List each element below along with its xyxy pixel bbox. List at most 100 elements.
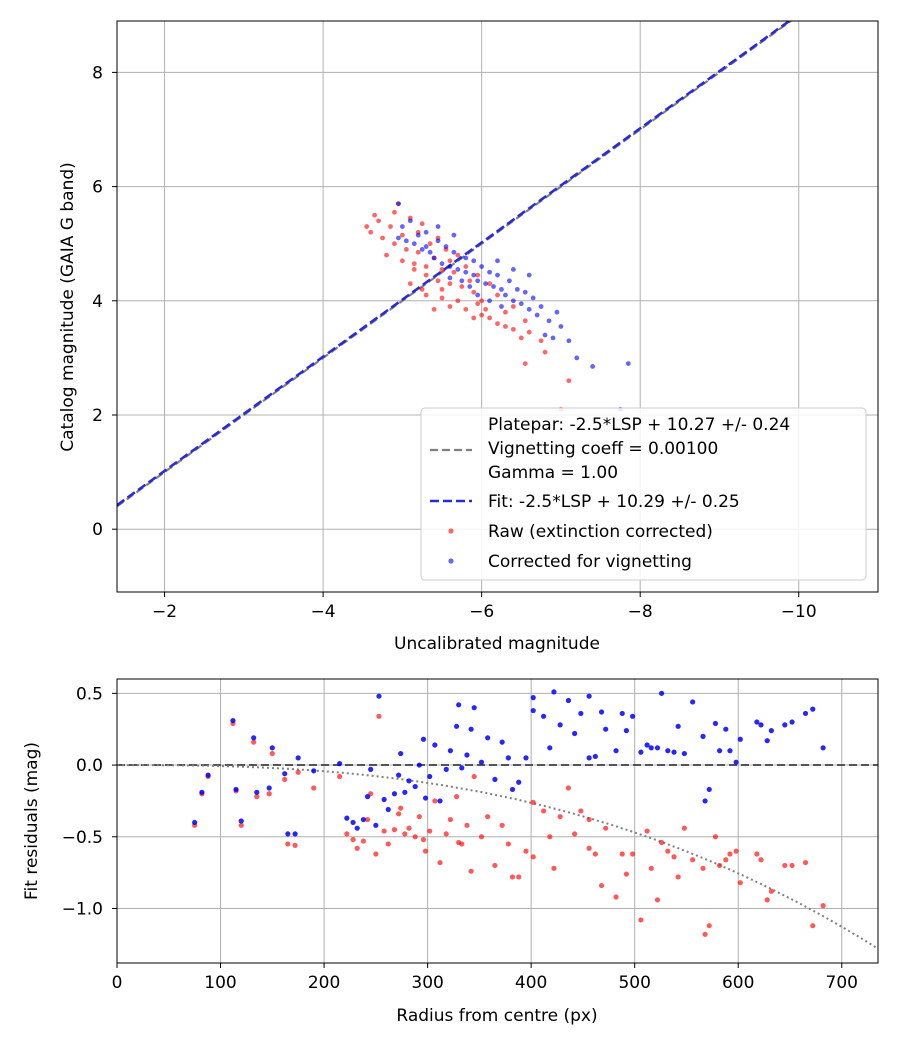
raw-residual-point xyxy=(505,841,511,847)
corrected-residual-point xyxy=(459,765,465,771)
raw-point xyxy=(526,329,532,335)
corrected-residual-point xyxy=(706,786,712,793)
corrected-point xyxy=(510,266,516,272)
corrected-point xyxy=(534,312,540,318)
raw-residual-point xyxy=(540,808,547,814)
corrected-point xyxy=(407,218,413,224)
corrected-point xyxy=(558,324,564,329)
raw-residual-point xyxy=(373,851,379,857)
raw-residual-point xyxy=(586,816,592,823)
corrected-residual-point xyxy=(432,742,438,748)
corrected-point xyxy=(451,249,457,255)
raw-point xyxy=(415,249,421,255)
raw-point xyxy=(455,252,461,258)
corrected-point xyxy=(542,332,548,338)
corrected-residual-point xyxy=(368,766,374,772)
top-x-tick-label: −10 xyxy=(781,602,817,622)
corrected-point xyxy=(463,269,469,275)
corrected-residual-point xyxy=(764,738,770,744)
corrected-residual-point xyxy=(478,759,485,765)
raw-residual-point xyxy=(478,834,485,840)
corrected-point xyxy=(510,298,516,304)
legend-corrected-swatch xyxy=(448,558,454,564)
bottom-x-tick-label: 700 xyxy=(826,973,858,993)
corrected-residual-point xyxy=(447,748,453,754)
corrected-point xyxy=(435,238,441,244)
raw-residual-point xyxy=(468,868,474,874)
raw-point xyxy=(503,324,508,329)
raw-residual-point xyxy=(454,794,460,800)
corrected-residual-point xyxy=(233,786,239,793)
corrected-residual-point xyxy=(396,772,402,778)
raw-residual-point xyxy=(354,845,360,851)
corrected-residual-point xyxy=(665,748,671,754)
top-y-tick-label: 8 xyxy=(92,63,103,83)
corrected-residual-point xyxy=(376,693,382,699)
legend-raw: Raw (extinction corrected) xyxy=(488,522,713,542)
corrected-point xyxy=(526,306,532,312)
corrected-residual-point xyxy=(254,789,260,795)
corrected-residual-point xyxy=(282,771,288,777)
corrected-residual-point xyxy=(454,723,460,729)
raw-point xyxy=(566,378,572,384)
corrected-residual-point xyxy=(654,745,661,751)
raw-residual-point xyxy=(702,931,708,937)
corrected-residual-point xyxy=(492,776,498,783)
raw-residual-point xyxy=(398,805,404,811)
raw-residual-point xyxy=(638,917,644,923)
corrected-point xyxy=(487,269,492,275)
raw-residual-point xyxy=(810,923,816,929)
raw-residual-point xyxy=(603,825,609,831)
legend-platepar-line1: Platepar: -2.5*LSP + 10.27 +/- 0.24 xyxy=(488,415,790,435)
bottom-lines xyxy=(117,764,878,950)
corrected-residual-point xyxy=(337,761,343,767)
corrected-point xyxy=(522,289,528,295)
raw-point xyxy=(495,292,500,298)
corrected-residual-point xyxy=(572,730,578,737)
corrected-residual-point xyxy=(737,736,743,742)
raw-residual-point xyxy=(406,825,412,831)
raw-residual-point xyxy=(269,750,275,757)
corrected-point xyxy=(514,286,520,292)
top-x-axis-label: Uncalibrated magnitude xyxy=(394,634,600,654)
raw-residual-point xyxy=(396,811,402,817)
raw-point xyxy=(427,241,433,247)
corrected-point xyxy=(459,278,465,284)
raw-residual-point xyxy=(758,857,764,863)
corrected-residual-point xyxy=(464,752,470,758)
residuals-plot: 0 100 200 300 400 500 600 700 0.5 0.0 −0.5 −1.0 Rad… xyxy=(22,678,879,1026)
raw-point xyxy=(407,281,413,287)
raw-point xyxy=(399,232,405,238)
corrected-residual-point xyxy=(205,772,211,778)
corrected-residual-point xyxy=(630,713,636,719)
raw-residual-point xyxy=(671,854,677,860)
raw-residual-point xyxy=(727,851,733,857)
corrected-residual-point xyxy=(468,726,474,732)
legend-fit: Fit: -2.5*LSP + 10.29 +/- 0.25 xyxy=(488,492,740,512)
raw-point xyxy=(392,241,397,247)
bottom-y-axis-label: Fit residuals (mag) xyxy=(22,742,42,900)
top-y-axis-label: Catalog magnitude (GAIA G band) xyxy=(58,162,78,452)
fit-line xyxy=(117,21,792,507)
raw-point xyxy=(431,306,437,312)
corrected-residual-point xyxy=(192,819,198,826)
raw-residual-point xyxy=(499,822,505,828)
corrected-point xyxy=(495,258,500,264)
corrected-point xyxy=(518,301,524,307)
raw-residual-point xyxy=(251,739,257,745)
corrected-point xyxy=(471,272,477,278)
raw-point xyxy=(368,229,374,235)
bottom-ticks: 0 100 200 300 400 500 600 700 0.5 0.0 −0.5 −1.0 xyxy=(62,684,858,993)
corrected-residual-point xyxy=(802,710,809,717)
raw-residual-point xyxy=(644,828,650,834)
raw-point xyxy=(463,264,469,269)
raw-residual-point xyxy=(391,827,398,833)
top-x-tick-label: −6 xyxy=(469,602,494,622)
corrected-point xyxy=(538,304,544,309)
raw-residual-point xyxy=(551,865,557,871)
raw-residual-point xyxy=(648,865,654,871)
bottom-y-tick-label: 0.5 xyxy=(76,684,103,704)
raw-residual-point xyxy=(654,897,661,903)
raw-residual-point xyxy=(737,880,743,886)
